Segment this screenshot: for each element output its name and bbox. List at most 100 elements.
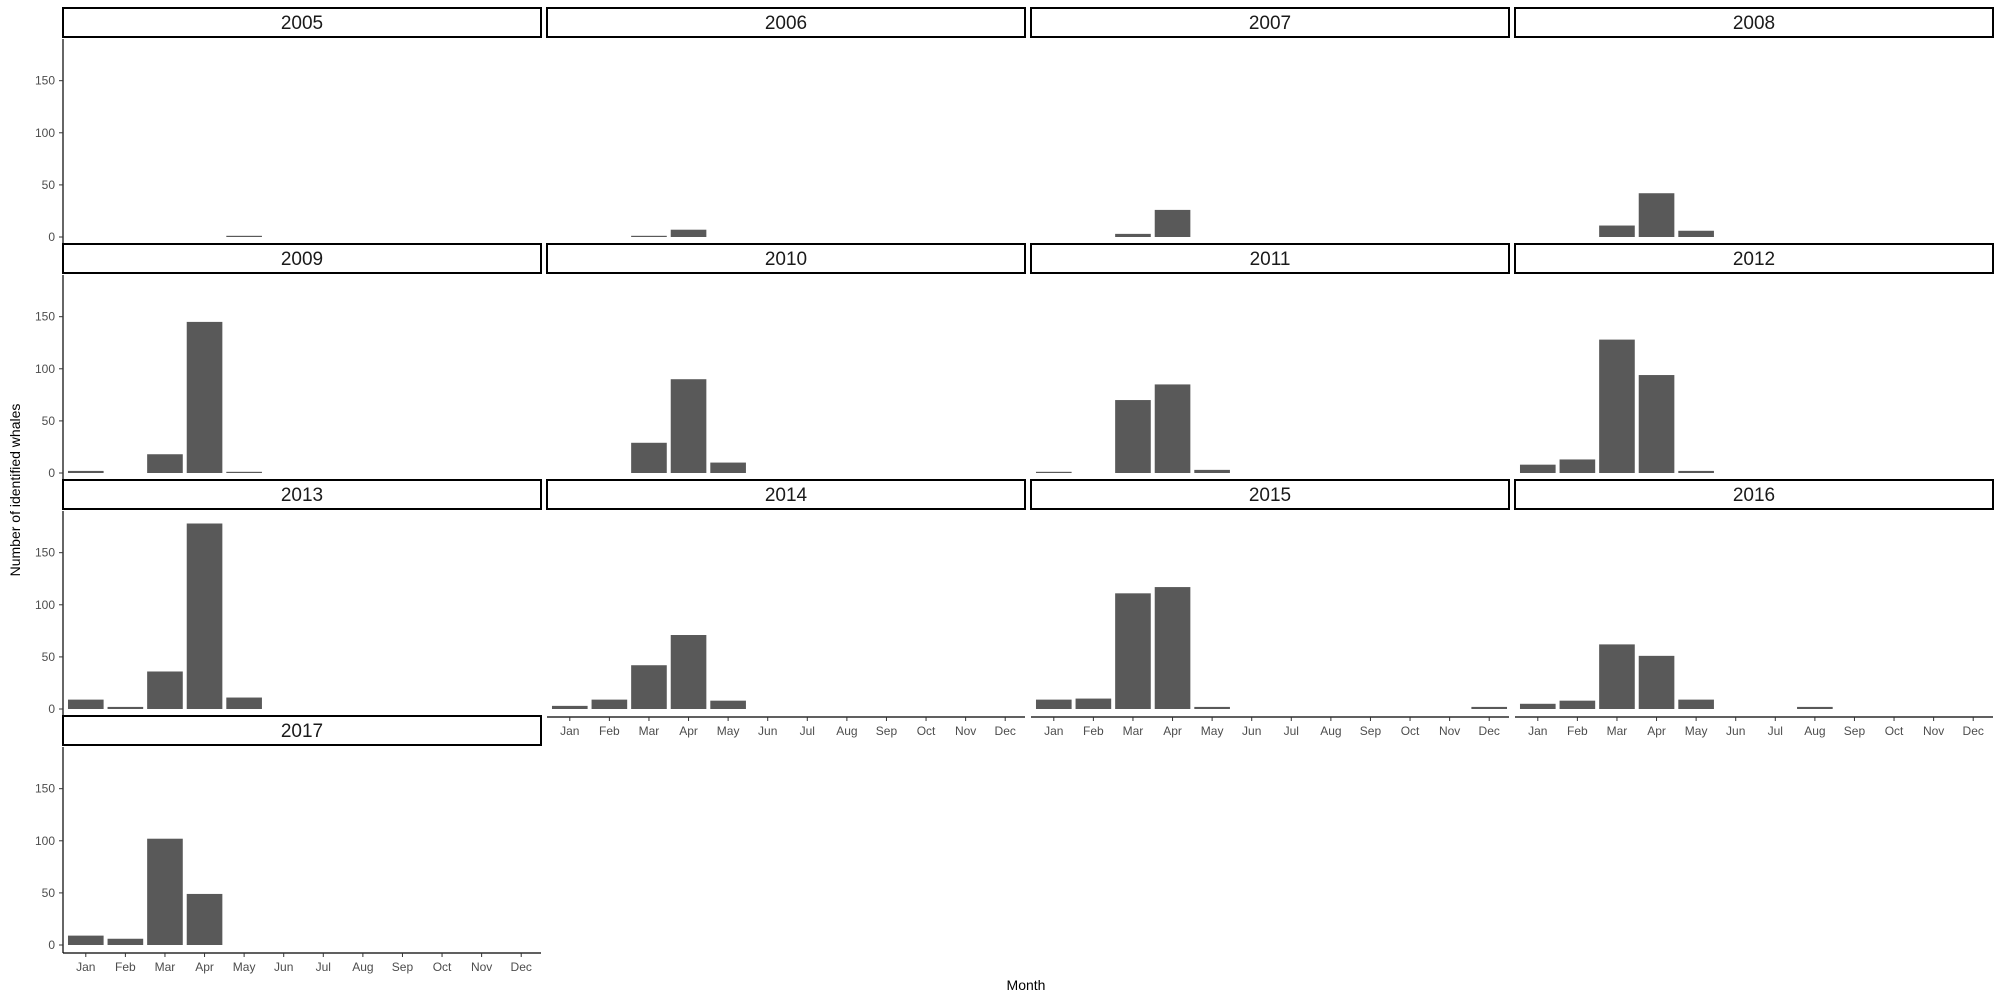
bar-2013-May [226,697,262,709]
x-tick-label: Nov [1923,724,1944,738]
x-tick-label: Mar [1607,724,1628,738]
bar-2016-Aug [1797,706,1833,709]
y-tick-label: 50 [42,414,56,428]
facet-strip [546,243,1026,274]
facet-panel-2008: 2008 [1514,7,1994,237]
x-tick-label: Apr [1647,724,1666,738]
facet-title: 2007 [1249,13,1291,34]
bar-2014-Jan [551,705,588,709]
bar-2012-May [1678,470,1714,473]
x-tick-label: Jan [1528,724,1547,738]
bar-2014-Mar [631,665,667,709]
facet-panel-2016: 2016 Jan Feb Mar Apr May Jun Jul Aug Sep Oct Nov Dec [1514,479,1994,738]
y-tick-label: 100 [35,126,55,140]
facet-title: 2009 [281,249,323,270]
bar-2015-Dec [1471,706,1508,709]
bar-2011-Mar [1115,400,1151,473]
facet-title: 2014 [765,485,808,506]
facet-strip [62,715,542,746]
x-tick-label: Feb [599,724,620,738]
facet-panel-2010: 2010 [546,243,1026,473]
bar-2013-Mar [147,671,183,709]
x-tick-label: Feb [1567,724,1588,738]
x-tick-label: Jul [316,960,331,974]
x-tick-label: Nov [1439,724,1460,738]
x-tick-label: Jul [800,724,815,738]
y-tick-label: 0 [48,466,55,480]
x-tick-label: Jan [560,724,579,738]
y-tick-label: 0 [48,938,55,952]
bar-2014-Apr [670,635,707,709]
x-tick-label: Apr [679,724,698,738]
facet-panel-2009: 2009 0 50 100 150 [35,243,542,481]
bar-2007-Apr [1154,209,1191,237]
bar-2017-Feb [107,938,144,945]
x-tick-label: Sep [876,724,898,738]
x-tick-label: May [233,960,256,974]
y-tick-label: 50 [42,886,56,900]
x-tick-label: Mar [1123,724,1144,738]
bar-2016-May [1678,699,1714,709]
facet-title: 2008 [1733,13,1775,34]
y-tick-label: 50 [42,178,56,192]
facet-strip [546,479,1026,510]
bar-2017-Apr [186,893,223,945]
facet-panel-2012: 2012 [1514,243,1994,473]
x-tick-label: Jan [76,960,95,974]
x-tick-label: May [1685,724,1708,738]
facet-panel-2013: 2013 0 50 100 150 [35,479,542,717]
y-tick-label: 0 [48,702,55,716]
bar-2015-Apr [1154,587,1191,709]
bar-2007-Mar [1115,233,1151,237]
x-tick-label: Aug [352,960,373,974]
bar-2017-Jan [67,935,104,945]
x-tick-label: Feb [115,960,136,974]
y-tick-label: 150 [35,310,55,324]
bar-2011-May [1194,469,1230,473]
y-tick-label: 50 [42,650,56,664]
x-tick-label: Mar [639,724,660,738]
x-tick-label: Apr [195,960,214,974]
bar-2013-Apr [186,523,223,709]
x-tick-label: Dec [511,960,532,974]
x-tick-label: Sep [1360,724,1382,738]
facet-strip [546,7,1026,38]
facet-title: 2017 [281,721,323,742]
x-tick-label: Dec [1479,724,1500,738]
x-tick-label: Jul [1284,724,1299,738]
x-tick-label: Aug [1320,724,1341,738]
bar-2014-May [710,700,746,709]
x-tick-label: Dec [1963,724,1984,738]
x-tick-label: Jun [758,724,777,738]
bar-2006-Mar [631,235,667,237]
bar-2009-Apr [186,321,223,473]
facet-strip [1030,7,1510,38]
facet-title: 2011 [1250,249,1291,270]
x-axis-title: Month [1007,977,1046,993]
bar-2009-May [226,471,262,473]
facet-title: 2005 [281,13,323,34]
x-tick-label: Jun [274,960,293,974]
bar-2015-Mar [1115,593,1151,709]
facet-strip [62,479,542,510]
facet-strip [1514,7,1994,38]
bar-2012-Mar [1599,339,1635,473]
x-tick-label: Nov [955,724,976,738]
x-tick-label: Sep [1844,724,1866,738]
x-tick-label: Oct [433,960,452,974]
x-tick-label: Nov [471,960,492,974]
facet-panel-2015: 2015 Jan Feb Mar Apr May Jun Jul Aug Sep Oct Nov Dec [1030,479,1510,738]
bar-2016-Apr [1638,655,1675,709]
x-tick-label: Oct [1401,724,1420,738]
bar-2015-Jan [1035,699,1072,709]
x-tick-label: Jun [1242,724,1261,738]
x-tick-label: Sep [392,960,414,974]
y-tick-label: 0 [48,230,55,244]
facet-panel-2007: 2007 [1030,7,1510,237]
bar-2009-Jan [67,470,104,473]
bar-2012-Feb [1559,459,1596,473]
bar-2017-Mar [147,838,183,945]
facet-title: 2015 [1249,485,1291,506]
facet-strip [62,7,542,38]
